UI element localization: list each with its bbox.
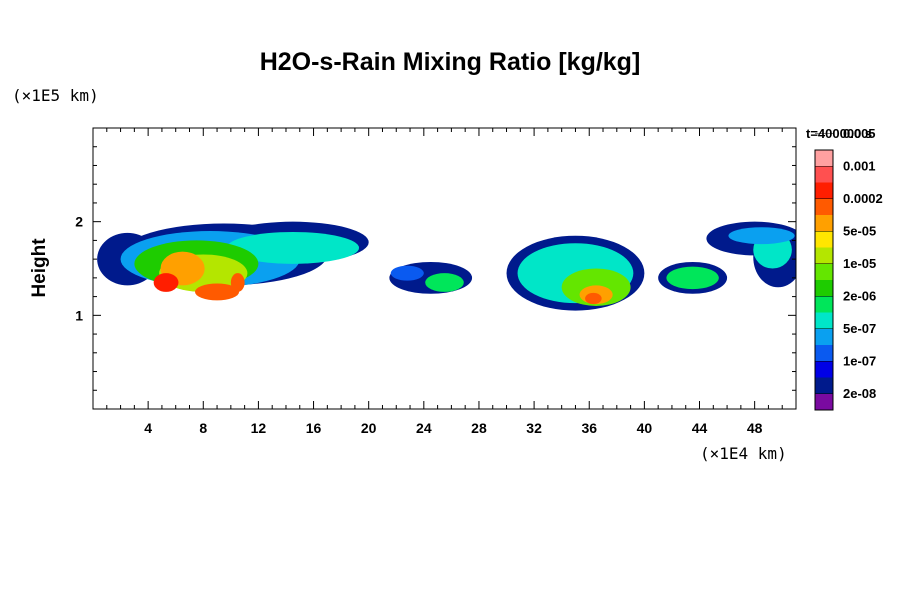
- colorbar-label: 1e-05: [843, 256, 876, 271]
- colorbar-swatch: [815, 231, 833, 248]
- colorbar-label: 0.0002: [843, 191, 883, 206]
- contour-field: [97, 221, 796, 311]
- colorbar-frame: [814, 149, 834, 411]
- x-axis-unit: (×1E4 km): [700, 444, 787, 463]
- time-label: t=400000 s: [806, 126, 873, 141]
- colorbar-label: 2e-08: [843, 386, 876, 401]
- colorbar-swatch: [815, 328, 833, 345]
- colorbar-swatch: [815, 166, 833, 183]
- colorbar-swatch: [815, 263, 833, 280]
- contour-region-18: [585, 292, 602, 305]
- colorbar-label: 2e-06: [843, 288, 876, 303]
- colorbar-swatch: [815, 215, 833, 232]
- colorbar-swatch: [815, 361, 833, 378]
- x-tick-label: 8: [199, 420, 207, 436]
- x-tick-label: 12: [251, 420, 267, 436]
- x-tick-label: 28: [471, 420, 487, 436]
- x-tick-label: 16: [306, 420, 322, 436]
- x-axis: 4 8 12 16 20 24 28 32 36 40 44 48: [92, 128, 797, 436]
- contour-region-13: [425, 273, 464, 292]
- x-tick-label: 32: [526, 420, 542, 436]
- colorbar-label: 5e-07: [843, 321, 876, 336]
- contour-region-24: [728, 227, 795, 245]
- x-tick-label: 48: [747, 420, 763, 436]
- y-axis: 12: [75, 127, 796, 410]
- colorbar-label: 0.005: [843, 126, 876, 141]
- colorbar-swatch: [815, 345, 833, 362]
- colorbar: 2e-08 1e-07 5e-07 2e-06 1e-05 5e-05 0.0002 0.00…: [814, 126, 883, 411]
- colorbar-swatch: [815, 377, 833, 394]
- colorbar-swatch: [815, 312, 833, 329]
- colorbar-swatch: [815, 296, 833, 313]
- contour-region-10: [230, 273, 245, 292]
- x-tick-label: 40: [637, 420, 653, 436]
- colorbar-label: 5e-05: [843, 223, 876, 238]
- plot-frame: [92, 127, 797, 410]
- x-tick-label: 20: [361, 420, 377, 436]
- y-axis-unit: (×1E5 km): [12, 86, 99, 105]
- colorbar-swatch: [815, 150, 833, 167]
- colorbar-swatch: [815, 198, 833, 215]
- x-tick-label: 24: [416, 420, 432, 436]
- colorbar-swatch: [815, 182, 833, 199]
- colorbar-swatch: [815, 247, 833, 264]
- colorbar-label: 0.001: [843, 158, 876, 173]
- contour-region-4: [226, 231, 360, 264]
- colorbar-swatch: [815, 280, 833, 297]
- chart-title: H2O-s-Rain Mixing Ratio [kg/kg]: [259, 48, 641, 76]
- contour-region-9: [153, 273, 179, 292]
- contour-region-8: [195, 283, 240, 301]
- x-tick-label: 44: [692, 420, 708, 436]
- x-tick-label: 4: [144, 420, 152, 436]
- colorbar-label: 1e-07: [843, 353, 876, 368]
- y-tick-label: 1: [75, 307, 83, 323]
- colorbar-swatch: [815, 393, 833, 410]
- y-tick-label: 2: [75, 214, 83, 230]
- x-tick-label: 36: [581, 420, 597, 436]
- contour-region-12: [390, 265, 424, 281]
- contour-region-20: [666, 266, 719, 290]
